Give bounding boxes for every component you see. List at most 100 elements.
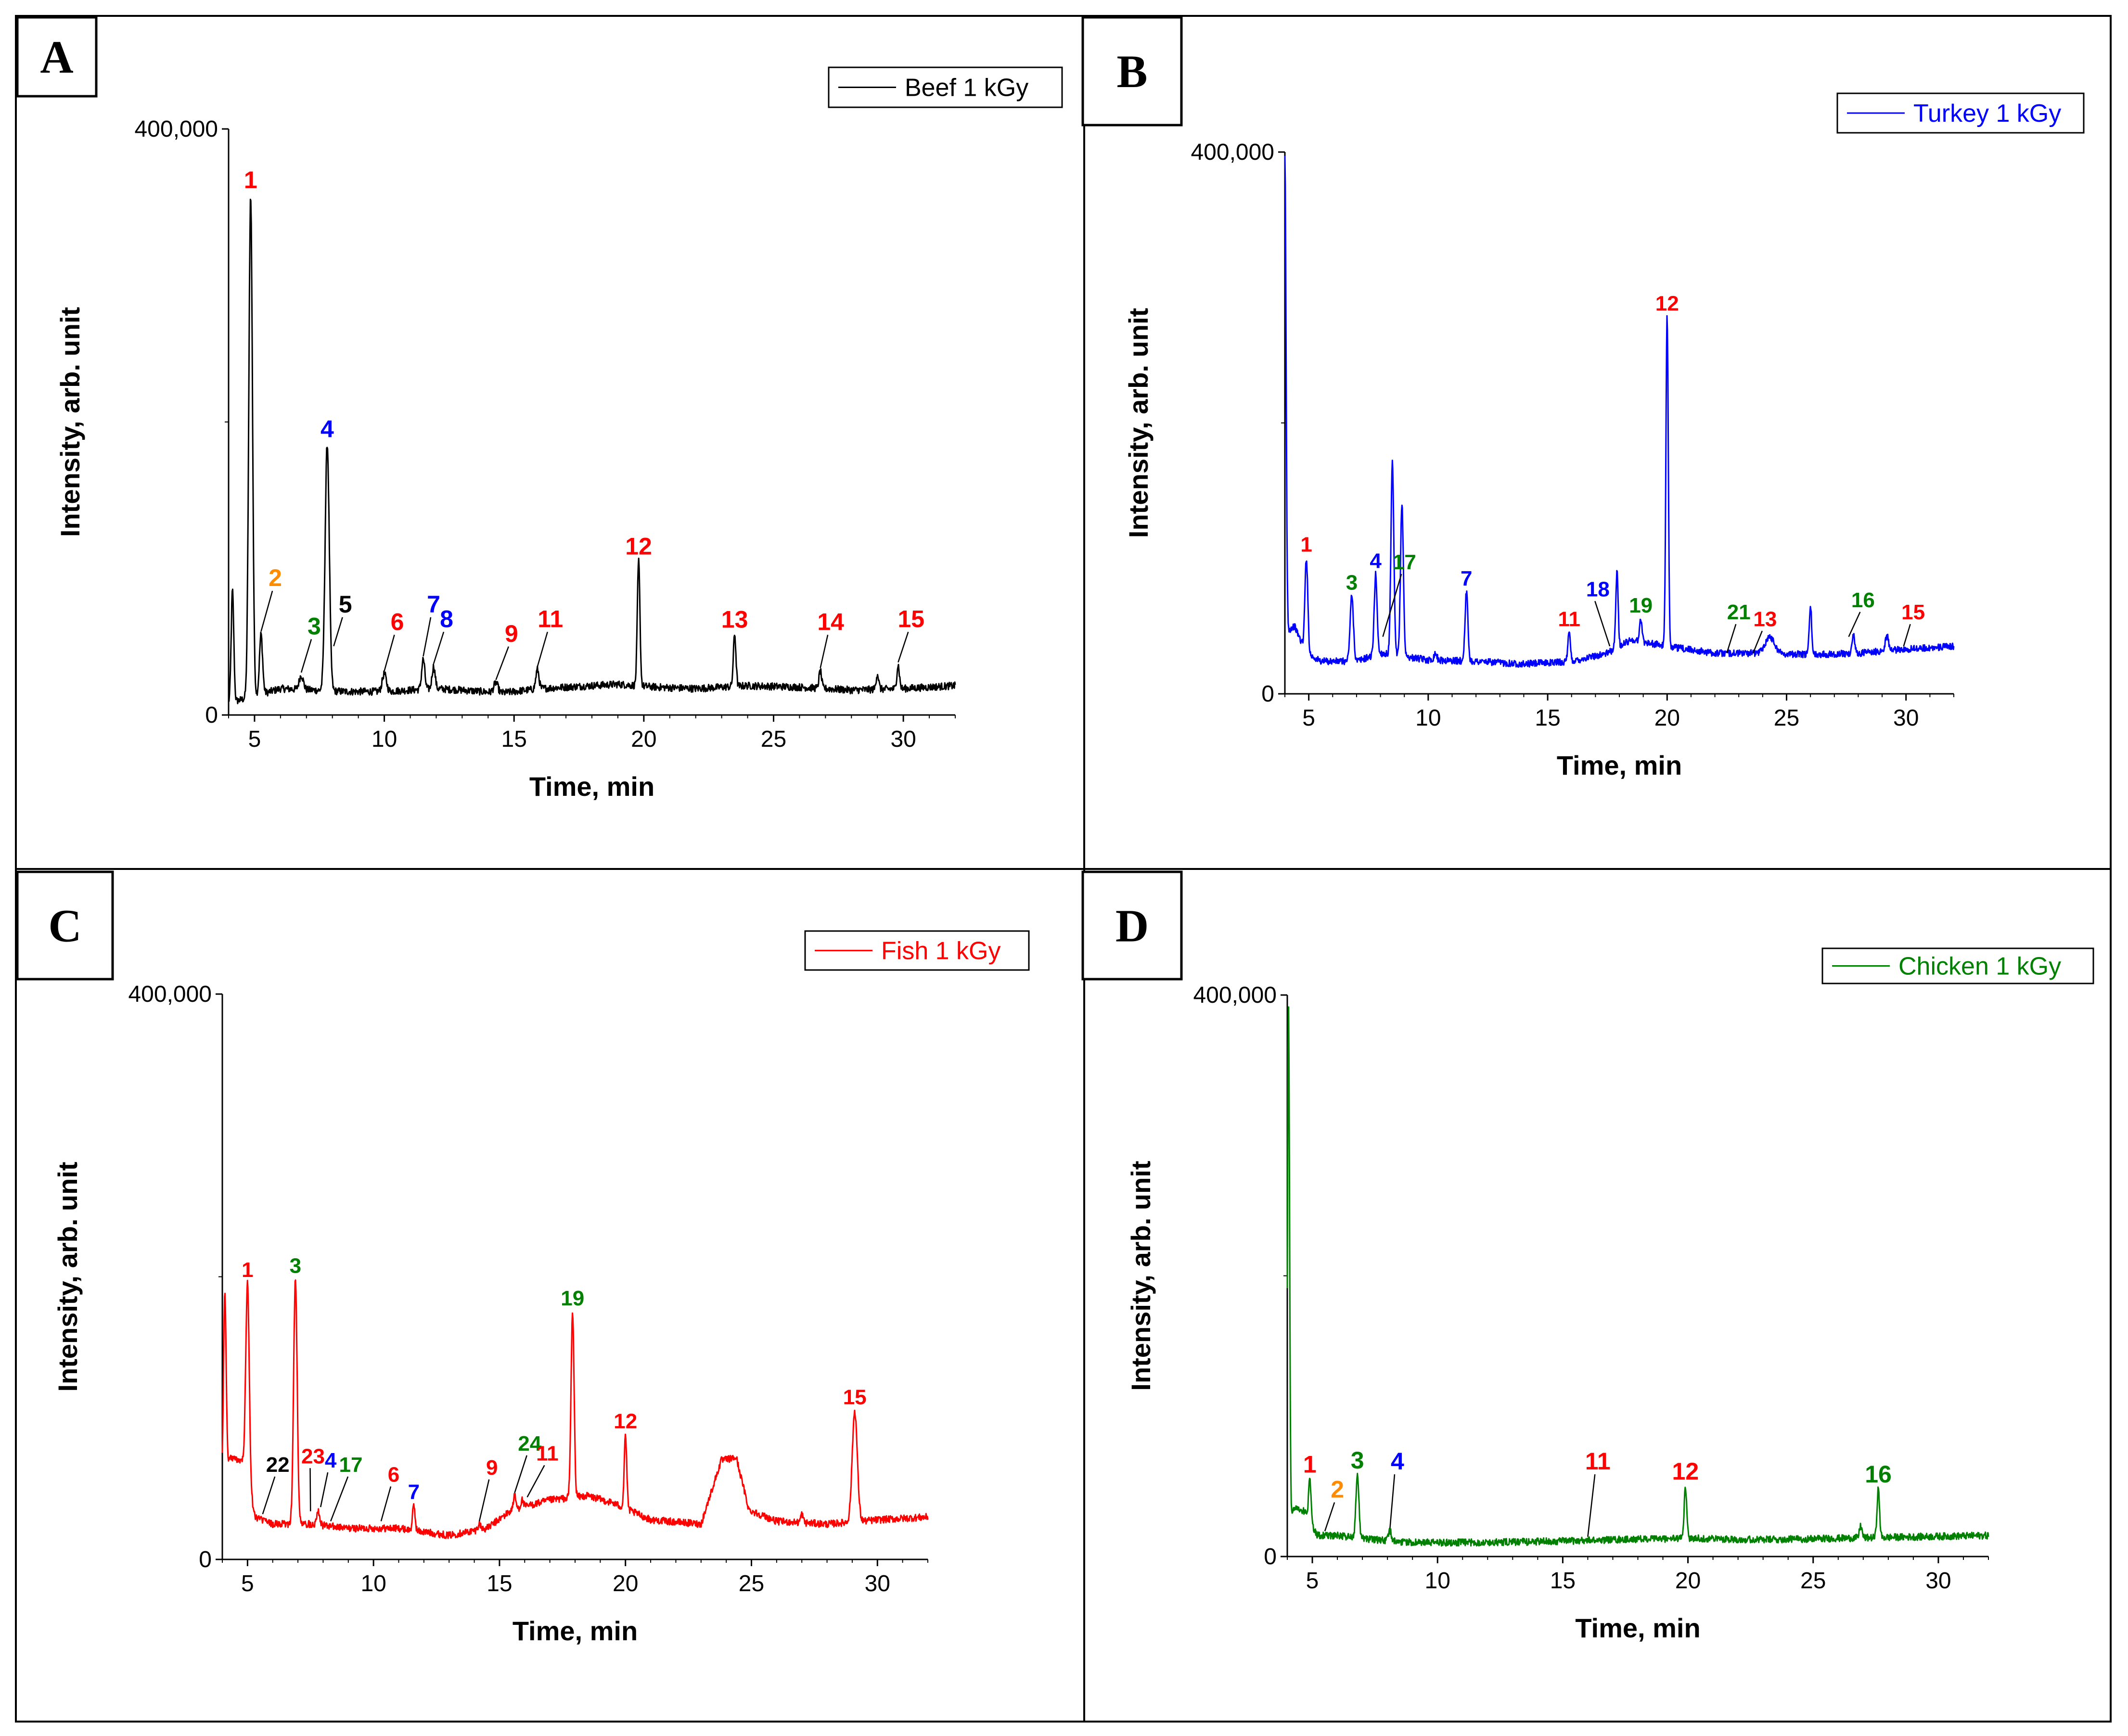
peak-leader-line	[320, 1472, 329, 1507]
peak-label: 12	[1655, 292, 1679, 315]
x-tick-label: 10	[1425, 1568, 1450, 1594]
y-tick-label: 0	[205, 702, 218, 728]
x-tick-label: 5	[248, 727, 261, 752]
peak-leader-line	[333, 617, 343, 647]
legend-label: Chicken 1 kGy	[1898, 953, 2061, 981]
peak-leader-line	[1903, 624, 1911, 647]
peak-leader-line	[260, 590, 273, 632]
peak-label: 18	[1586, 577, 1610, 601]
panel-letter-box	[16, 870, 114, 981]
peak-label: 12	[625, 533, 652, 560]
peak-leader-line	[1848, 612, 1861, 637]
x-tick-label: 25	[1800, 1568, 1826, 1594]
peak-leader-line	[897, 631, 909, 663]
legend-label: Turkey 1 kGy	[1913, 100, 2061, 128]
panel-d: D 5 10 15 20 25 30 0 400,000 Time, min Intensity, …	[1081, 870, 2094, 1643]
peak-label: 4	[1370, 549, 1382, 573]
y-tick-label: 0	[1261, 681, 1274, 707]
peak-label: 4	[1391, 1448, 1404, 1475]
y-tick-label: 0	[199, 1547, 212, 1572]
peak-leader-line	[1726, 624, 1737, 653]
panel-letter-box	[16, 16, 98, 98]
x-tick-label: 25	[1774, 705, 1799, 731]
y-tick-label: 400,000	[1193, 983, 1277, 1008]
x-tick-label: 20	[1654, 705, 1680, 731]
peak-label: 19	[561, 1287, 584, 1310]
peak-label: 6	[391, 608, 404, 635]
peak-label: 11	[538, 605, 563, 632]
x-axis-title: Time, min	[529, 771, 654, 802]
peak-label: 13	[1753, 607, 1777, 631]
peak-label: 9	[505, 620, 518, 647]
peak-leader-line	[820, 635, 829, 668]
panel-letter-box	[1081, 870, 1183, 981]
peak-label: 19	[1629, 594, 1653, 617]
legend-label: Beef 1 kGy	[905, 74, 1028, 102]
peak-leader-line	[537, 631, 548, 667]
peak-label: 11	[1585, 1448, 1611, 1475]
y-tick-label: 400,000	[1191, 140, 1274, 165]
x-tick-label: 25	[761, 727, 786, 752]
peak-leader-line	[495, 646, 509, 680]
peak-label: 23	[301, 1444, 325, 1468]
x-tick-label: 10	[372, 727, 397, 752]
peak-leader-line	[478, 1479, 490, 1521]
x-axis-title: Time, min	[1557, 750, 1682, 780]
peak-leader-line	[1382, 574, 1402, 637]
series-trace	[1286, 1006, 1989, 1547]
series-trace	[221, 1279, 929, 1539]
peak-leader-line	[262, 1476, 276, 1515]
x-tick-label: 20	[631, 727, 656, 752]
panel-letter: B	[1116, 46, 1147, 97]
peak-leader-line	[300, 639, 312, 673]
x-tick-label: 10	[1415, 705, 1441, 731]
x-tick-label: 10	[360, 1571, 386, 1596]
x-tick-label: 30	[865, 1571, 890, 1596]
peak-leader-line	[423, 617, 432, 657]
series-trace	[1284, 156, 1955, 668]
peak-label: 2	[1331, 1476, 1344, 1503]
panel-letter: D	[1115, 900, 1149, 952]
peak-leader-line	[526, 1465, 545, 1498]
x-axis-title: Time, min	[513, 1616, 638, 1646]
x-tick-label: 25	[739, 1571, 764, 1596]
peak-leader-line	[1389, 1474, 1396, 1529]
panel-b: B 5 10 15 20 25 30 0 400,000 Time, min Intensity, …	[1081, 16, 2085, 780]
peak-label: 11	[536, 1442, 559, 1465]
peak-label: 1	[242, 1258, 253, 1282]
x-tick-label: 15	[501, 727, 527, 752]
peak-label: 17	[339, 1453, 363, 1477]
x-tick-label: 15	[1550, 1568, 1576, 1594]
peak-leader-line	[330, 1476, 349, 1522]
panel-letter-box	[1081, 16, 1183, 127]
x-tick-label: 20	[1675, 1568, 1701, 1594]
peak-label: 3	[308, 613, 321, 640]
x-axis-title: Time, min	[1575, 1613, 1700, 1643]
peak-label: 7	[427, 591, 440, 618]
y-tick-label: 400,000	[128, 982, 212, 1007]
peak-label: 4	[320, 416, 334, 443]
peak-label: 9	[486, 1456, 498, 1480]
peak-label: 15	[898, 605, 925, 632]
x-tick-label: 15	[487, 1571, 512, 1596]
peak-label: 7	[408, 1480, 420, 1504]
peak-label: 2	[269, 564, 282, 591]
peak-leader-line	[514, 1455, 527, 1493]
peak-label: 12	[614, 1410, 637, 1433]
panel-c: C 5 10 15 20 25 30 0 400,000 Time, min Intensity, …	[16, 870, 1030, 1646]
peak-leader-line	[1324, 1502, 1335, 1532]
peak-label: 3	[1351, 1447, 1364, 1474]
peak-label: 16	[1865, 1461, 1892, 1488]
peak-label: 3	[290, 1254, 301, 1277]
x-tick-label: 5	[1302, 705, 1315, 731]
peak-label: 17	[1393, 550, 1416, 574]
peak-label: 4	[325, 1449, 337, 1472]
peak-label: 5	[339, 591, 352, 618]
peak-leader-line	[433, 631, 445, 664]
y-tick-label: 0	[1264, 1544, 1277, 1570]
x-tick-label: 15	[1535, 705, 1560, 731]
y-axis-title: Intensity, arb. unit	[1126, 1161, 1156, 1391]
peak-label: 6	[388, 1463, 399, 1486]
y-axis-title: Intensity, arb. unit	[52, 1162, 83, 1391]
